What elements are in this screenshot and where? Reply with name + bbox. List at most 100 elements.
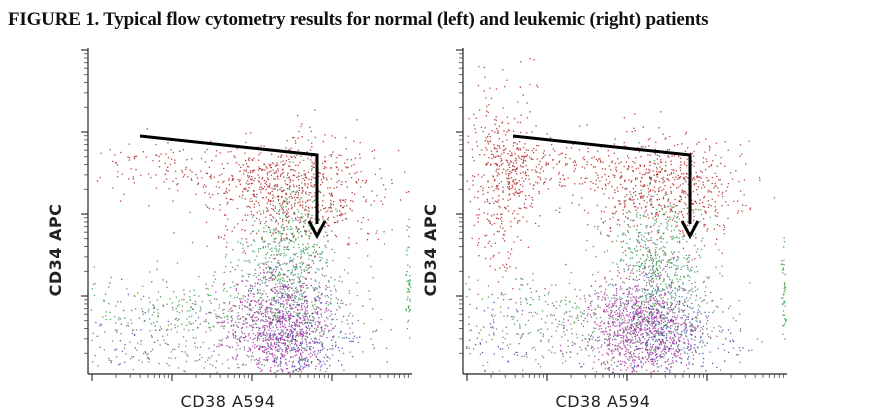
scatter-point	[516, 143, 518, 145]
scatter-point	[324, 220, 326, 222]
scatter-point	[299, 328, 301, 331]
scatter-point	[181, 305, 183, 307]
scatter-point	[277, 170, 279, 172]
scatter-point	[319, 332, 321, 334]
scatter-point	[319, 191, 322, 194]
scatter-point	[308, 191, 310, 194]
scatter-point	[222, 181, 224, 184]
scatter-point	[257, 360, 259, 362]
scatter-point	[299, 343, 302, 345]
scatter-point	[486, 105, 488, 108]
scatter-point	[633, 203, 635, 205]
scatter-point	[266, 263, 268, 265]
scatter-point	[543, 150, 545, 152]
scatter-point	[305, 193, 307, 195]
scatter-point	[384, 196, 386, 198]
scatter-point	[260, 313, 263, 316]
scatter-point	[279, 175, 282, 177]
scatter-point	[235, 335, 237, 337]
scatter-point	[239, 179, 241, 181]
scatter-point	[272, 360, 274, 363]
scatter-point	[703, 197, 705, 199]
scatter-point	[355, 242, 358, 244]
scatter-point	[266, 335, 268, 337]
scatter-point	[158, 155, 160, 157]
scatter-point	[689, 152, 692, 154]
scatter-point	[655, 262, 658, 265]
scatter-point	[208, 327, 210, 329]
scatter-point	[277, 350, 279, 352]
scatter-point	[291, 308, 293, 310]
scatter-point	[341, 281, 343, 283]
scatter-point	[280, 368, 282, 370]
scatter-point	[694, 258, 696, 260]
scatter-point	[714, 243, 717, 245]
scatter-point	[205, 172, 207, 174]
scatter-point	[281, 288, 283, 290]
scatter-point	[727, 183, 730, 185]
scatter-point	[265, 166, 267, 168]
scatter-point	[262, 346, 265, 348]
scatter-point	[497, 155, 499, 157]
scatter-point	[220, 236, 222, 239]
scatter-point	[267, 192, 270, 194]
scatter-point	[285, 192, 287, 195]
scatter-point	[317, 349, 320, 352]
scatter-point	[289, 297, 292, 299]
x-axis	[88, 373, 412, 381]
scatter-point	[191, 179, 193, 181]
scatter-point	[232, 266, 234, 268]
scatter-point	[307, 215, 309, 217]
scatter-point	[274, 365, 276, 367]
scatter-point	[283, 280, 286, 282]
scatter-point	[348, 242, 350, 244]
scatter-point	[109, 311, 111, 313]
scatter-point	[204, 151, 206, 153]
scatter-point	[203, 367, 206, 369]
scatter-point	[684, 150, 687, 153]
scatter-point	[655, 275, 657, 277]
scatter-point	[300, 370, 302, 373]
scatter-point	[280, 357, 282, 359]
scatter-point	[315, 330, 317, 333]
scatter-point	[131, 332, 134, 335]
scatter-point	[648, 191, 650, 193]
scatter-point	[657, 173, 659, 175]
scatter-point	[281, 190, 283, 192]
scatter-point	[313, 290, 315, 292]
scatter-point	[525, 178, 527, 180]
scatter-point	[303, 347, 306, 349]
scatter-point	[270, 348, 273, 350]
scatter-point	[318, 191, 320, 193]
scatter-point	[237, 265, 239, 267]
scatter-point	[318, 211, 320, 213]
scatter-point	[657, 273, 659, 275]
scatter-point	[236, 354, 239, 356]
scatter-point	[220, 325, 222, 327]
scatter-point	[618, 200, 621, 203]
scatter-point	[235, 359, 237, 361]
scatter-point	[306, 209, 308, 211]
scatter-point	[515, 168, 517, 170]
scatter-point	[405, 191, 408, 193]
scatter-point	[673, 203, 675, 205]
scatter-point	[303, 362, 306, 364]
scatter-point	[246, 326, 248, 328]
scatter-point	[638, 306, 640, 308]
scatter-point	[274, 343, 276, 345]
scatter-point	[252, 193, 254, 195]
scatter-point	[519, 184, 522, 186]
scatter-point	[134, 295, 136, 297]
scatter-point	[213, 176, 215, 178]
scatter-point	[326, 235, 328, 237]
scatter-point	[265, 339, 267, 342]
scatter-point	[409, 300, 411, 302]
scatter-point	[649, 226, 652, 228]
scatter-point	[335, 344, 337, 346]
scatter-point	[206, 245, 208, 247]
scatter-point	[189, 169, 191, 171]
scatter-point	[683, 235, 685, 237]
scatter-point	[529, 183, 531, 185]
scatter-point	[285, 160, 287, 162]
scatter-point	[493, 156, 495, 158]
